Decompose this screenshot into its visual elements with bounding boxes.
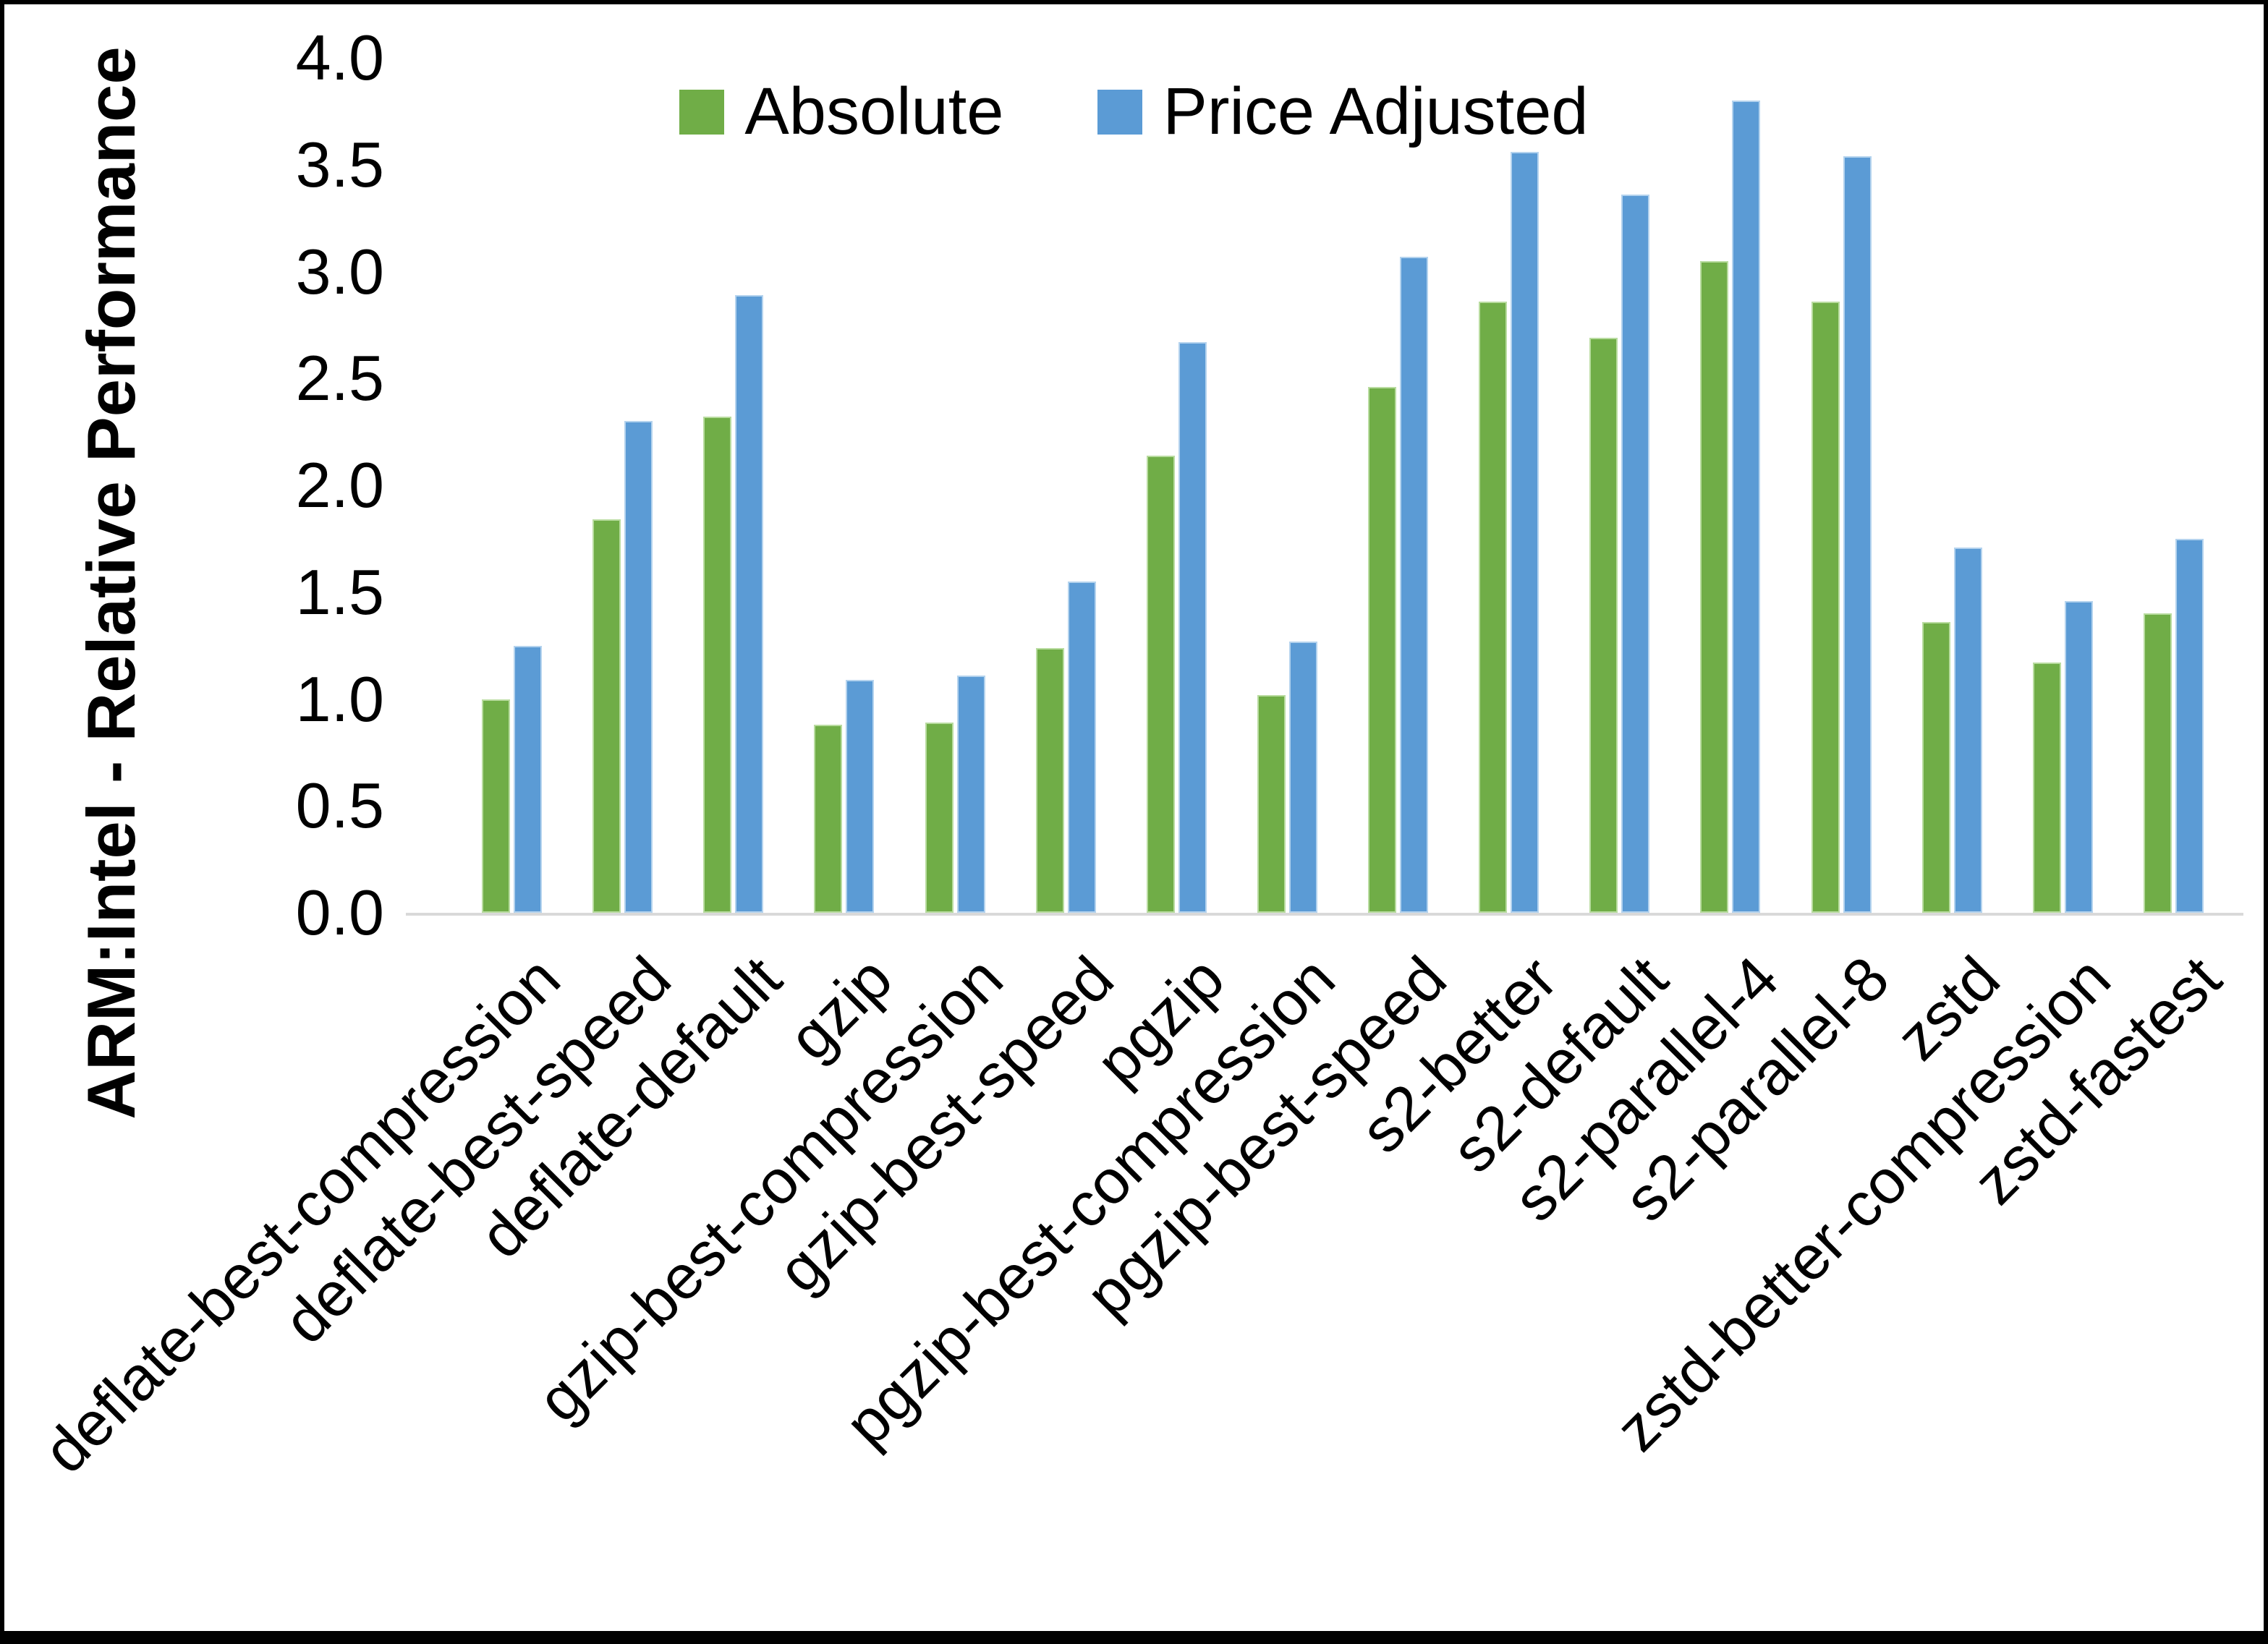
bar-price-adjusted [1067,581,1096,913]
bar-absolute [703,417,732,913]
bar-absolute [2032,663,2061,913]
bar-price-adjusted [956,675,985,913]
y-tick-label: 0.0 [295,877,384,948]
bar-price-adjusted [1953,547,1982,913]
bar-price-adjusted [624,421,653,913]
plot-area: 0.0 0.5 1.0 1.5 2.0 2.5 3.0 3.5 4.0 deflate-best-… [4,4,2264,1631]
bar-price-adjusted [1288,641,1317,913]
bar-price-adjusted [1621,195,1650,913]
y-tick-label: 3.0 [295,235,384,307]
bar-absolute [1589,338,1618,913]
bar-price-adjusted [514,645,542,913]
bar-absolute [814,724,843,913]
y-tick-label: 1.5 [295,555,384,628]
y-tick-label: 1.0 [295,663,384,735]
bar-absolute [593,519,621,913]
bar-price-adjusted [846,679,875,913]
bar-absolute [2143,613,2172,913]
bar-absolute [1368,387,1397,913]
bar-price-adjusted [735,295,764,913]
bar-absolute [1035,647,1064,913]
x-axis-line [406,913,2243,916]
bar-price-adjusted [2064,600,2093,913]
bar-absolute [1257,694,1286,913]
bar-absolute [1921,622,1950,913]
bar-absolute [1700,260,1729,913]
bar-absolute [482,699,510,913]
bar-price-adjusted [1511,152,1539,913]
bar-price-adjusted [1843,156,1872,913]
y-tick-label: 4.0 [295,22,384,93]
bar-absolute [925,723,954,913]
bar-absolute [1811,301,1840,913]
bar-price-adjusted [1178,342,1207,913]
bar-price-adjusted [2175,538,2204,913]
y-tick-label: 2.0 [295,449,384,521]
bar-absolute [1479,301,1508,913]
y-tick-label: 0.5 [295,770,384,842]
bar-absolute [1146,455,1175,913]
y-tick-label: 3.5 [295,128,384,200]
bar-price-adjusted [1732,101,1761,913]
bar-price-adjusted [1400,256,1429,913]
y-tick-label: 2.5 [295,342,384,414]
